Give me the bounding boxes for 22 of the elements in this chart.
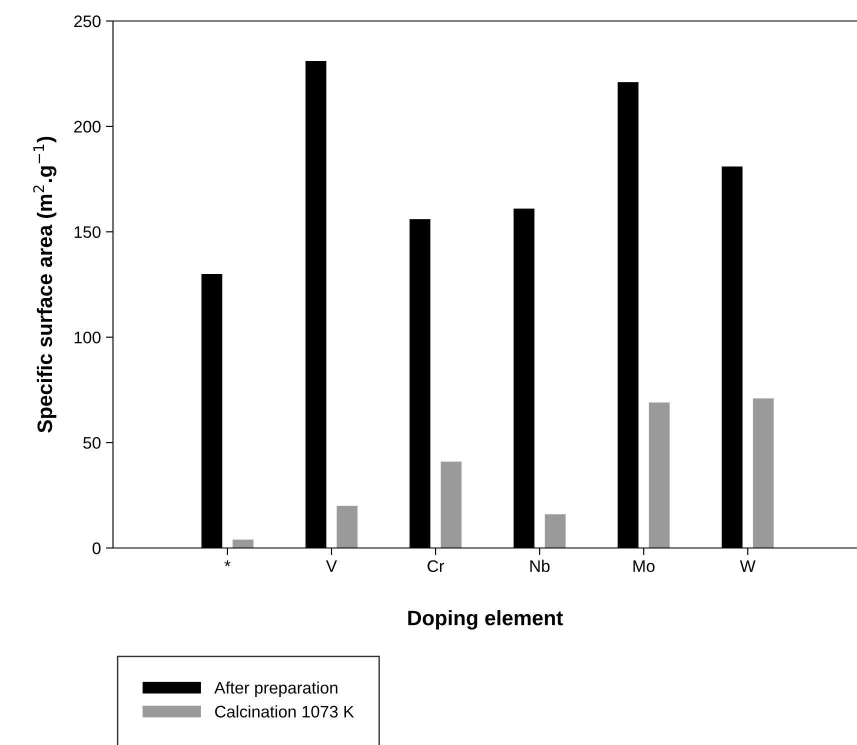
bar bbox=[752, 398, 774, 548]
legend-label: Calcination 1073 K bbox=[215, 705, 354, 718]
bar bbox=[440, 462, 462, 548]
bar bbox=[232, 540, 254, 548]
x-tick-label: Cr bbox=[428, 560, 444, 572]
x-tick-label: V bbox=[326, 560, 338, 572]
y-tick-label: 150 bbox=[74, 226, 101, 238]
x-tick-label: Mo bbox=[633, 560, 655, 572]
y-tick-label: 50 bbox=[83, 437, 101, 449]
y-tick-label: 0 bbox=[92, 542, 101, 554]
y-tick-label: 250 bbox=[74, 15, 101, 28]
bar bbox=[544, 514, 566, 548]
y-axis-title: Specific surface area (m$^{2}$.g$^{−1}$) bbox=[33, 136, 56, 433]
bar bbox=[336, 506, 358, 548]
legend-label: After preparation bbox=[214, 681, 338, 697]
bar bbox=[648, 402, 670, 548]
x-axis-title: Doping element bbox=[408, 610, 563, 630]
x-tick-label: Nb bbox=[530, 560, 550, 572]
y-tick-label: 200 bbox=[74, 120, 101, 133]
x-tick-label: * bbox=[224, 560, 230, 566]
y-tick-label: 100 bbox=[74, 332, 101, 344]
x-tick-label: W bbox=[740, 560, 756, 572]
